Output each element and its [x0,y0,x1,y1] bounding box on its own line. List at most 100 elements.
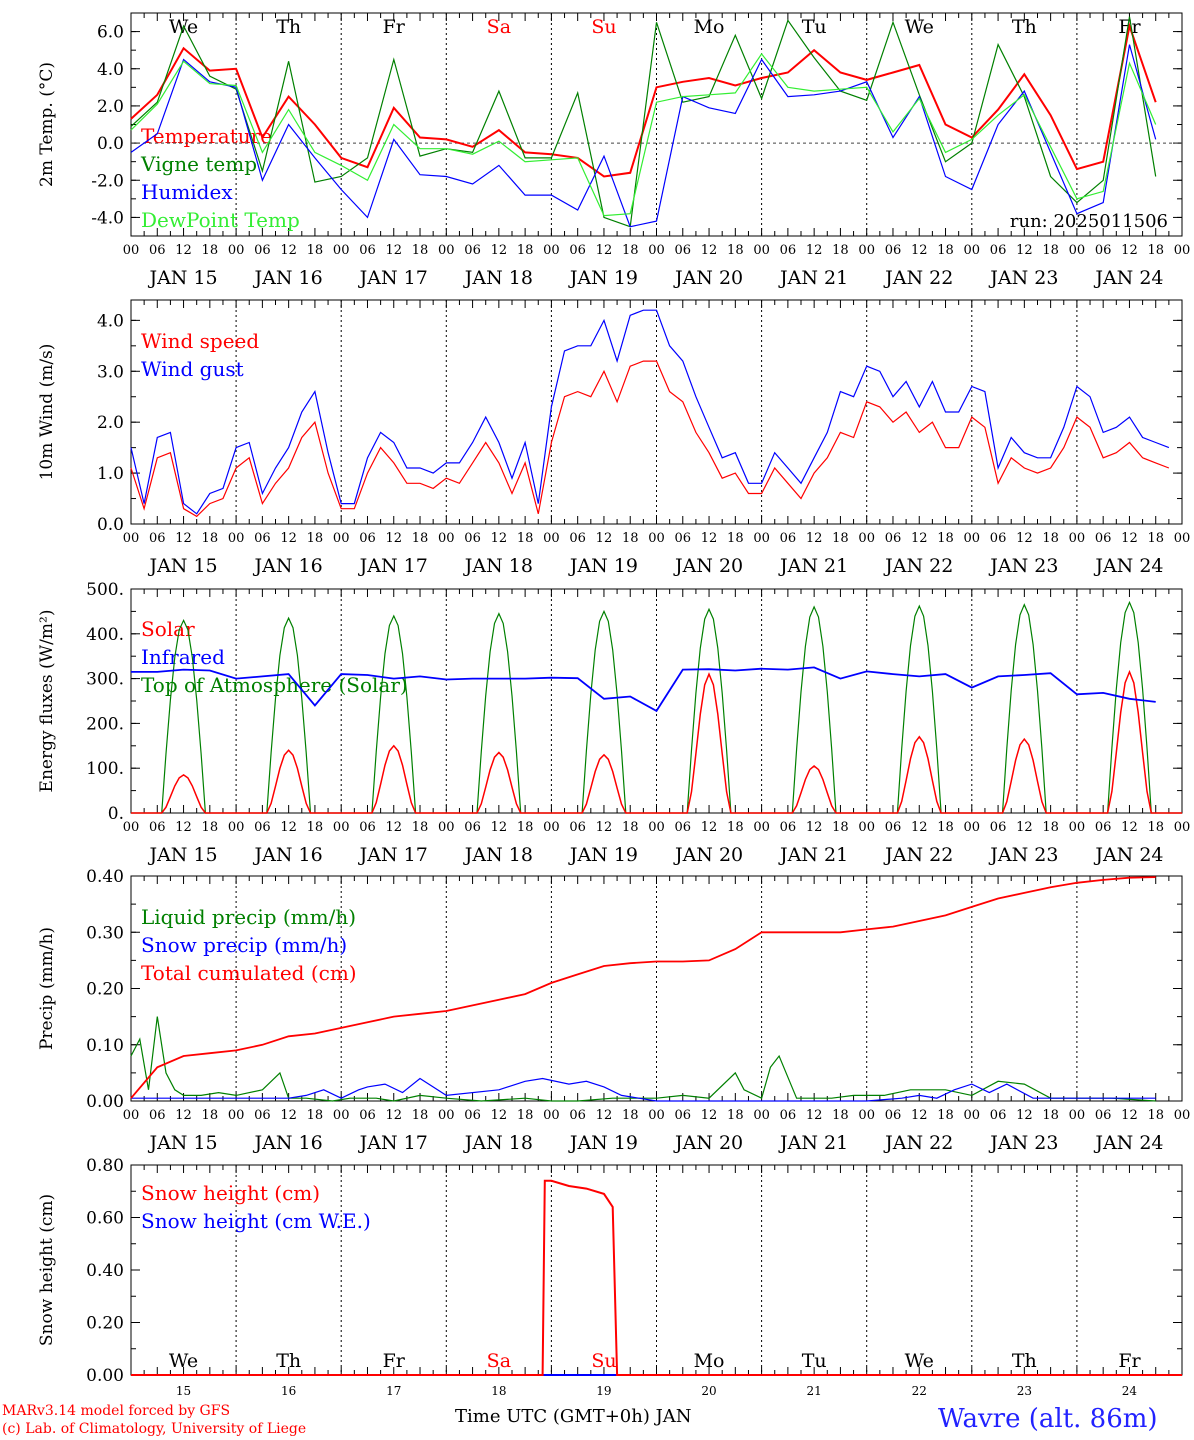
temp-series-3 [130,52,1157,217]
hour-tick-label: 18 [517,531,534,546]
hour-tick-label: 06 [464,1108,481,1123]
weekday-label-bottom: Th [276,1350,301,1372]
hour-tick-label: 00 [1174,531,1191,546]
date-label: JAN 16 [253,844,323,866]
hour-tick-label: 18 [202,243,219,258]
hour-tick-label: 00 [648,820,665,835]
legend-entry: Humidex [141,180,233,204]
hour-tick-label: 00 [964,531,981,546]
date-label: JAN 17 [358,844,428,866]
weekday-label-bottom: Su [591,1350,616,1372]
hour-tick-label: 18 [1042,820,1059,835]
hour-tick-label: 00 [543,531,560,546]
y-tick-label: 0.10 [86,1036,124,1056]
day-number-label: 15 [176,1384,191,1398]
hour-tick-label: 18 [307,820,324,835]
hour-tick-label: 00 [123,820,140,835]
hour-tick-label: 18 [202,820,219,835]
hour-tick-label: 18 [517,243,534,258]
y-tick-label: 0.80 [86,1156,124,1176]
hour-tick-label: 00 [1174,1108,1191,1123]
hour-tick-label: 00 [1069,1108,1086,1123]
hour-tick-label: 06 [885,1108,902,1123]
date-label: JAN 21 [778,844,848,866]
date-label: JAN 23 [988,555,1058,577]
date-label: JAN 18 [463,555,533,577]
hour-tick-label: 12 [175,820,192,835]
legend-entry: Solar [141,617,195,641]
hour-tick-label: 06 [464,820,481,835]
toa-solar-series [131,600,1182,814]
date-label: JAN 23 [988,1132,1058,1154]
hour-tick-label: 18 [832,243,849,258]
hour-tick-label: 00 [964,243,981,258]
date-label: JAN 19 [568,1132,638,1154]
legend-entry: Total cumulated (cm) [141,961,357,985]
hour-tick-label: 12 [596,531,613,546]
weekday-label-bottom: Sa [487,1350,511,1372]
hour-tick-label: 00 [858,531,875,546]
hour-tick-label: 06 [675,1108,692,1123]
hour-tick-label: 00 [333,531,350,546]
hour-tick-label: 12 [385,243,402,258]
hour-tick-label: 12 [491,820,508,835]
infrared-series [131,666,1156,713]
wind-series-1 [130,309,1170,515]
day-number-label: 17 [386,1384,401,1398]
hour-tick-label: 18 [622,243,639,258]
hour-tick-label: 00 [228,243,245,258]
hour-tick-label: 06 [464,531,481,546]
solar-series [131,669,1182,814]
hour-tick-label: 06 [254,531,271,546]
weekday-label: Tu [802,16,827,38]
day-number-label: 19 [596,1384,611,1398]
legend-entry: Infrared [141,645,225,669]
hour-tick-label: 12 [1016,1108,1033,1123]
hour-tick-label: 06 [990,531,1007,546]
legend-entry: Wind speed [141,329,259,353]
y-tick-label: 0.30 [86,923,124,943]
hour-tick-label: 12 [1121,1108,1138,1123]
date-label: JAN 21 [778,555,848,577]
date-label: JAN 15 [147,267,217,289]
y-tick-label: 400. [86,625,124,645]
hour-tick-label: 18 [412,1108,429,1123]
hour-tick-label: 00 [333,243,350,258]
hour-tick-label: 00 [438,243,455,258]
weekday-label: Su [591,16,616,38]
hour-tick-label: 06 [149,243,166,258]
hour-tick-label: 00 [858,243,875,258]
hour-tick-label: 06 [359,820,376,835]
hour-tick-label: 18 [1147,1108,1164,1123]
hour-tick-label: 12 [806,531,823,546]
date-label: JAN 20 [673,1132,743,1154]
panel-3: 500. 400. 300. 200. 100. 0. Energy fluxes (W/m… [37,580,1190,866]
hour-tick-label: 18 [1147,531,1164,546]
hour-tick-label: 18 [517,1108,534,1123]
hour-tick-label: 00 [1069,243,1086,258]
weekday-label-bottom: Tu [802,1350,827,1372]
date-label: JAN 23 [988,844,1058,866]
hour-tick-label: 12 [385,1108,402,1123]
hour-tick-label: 18 [307,1108,324,1123]
hour-tick-label: 18 [937,531,954,546]
hour-tick-label: 18 [307,531,324,546]
hour-tick-label: 12 [491,243,508,258]
hour-tick-label: 12 [385,531,402,546]
hour-tick-label: 18 [727,820,744,835]
hour-tick-label: 00 [753,531,770,546]
panel-2: 4.0 3.0 2.0 1.0 0.0 10m Wind (m/s) 00 06 12 18 JAN… [37,299,1191,577]
panel-5: 0.80 0.60 0.40 0.20 0.00 Snow height (cm) Snow… [37,1156,1183,1386]
hour-tick-label: 06 [149,531,166,546]
hour-tick-label: 00 [648,243,665,258]
day-number-label: 22 [912,1384,927,1398]
hour-tick-label: 00 [228,1108,245,1123]
y-tick-label: 4.0 [97,311,124,331]
hour-tick-label: 06 [1095,243,1112,258]
y-tick-label: 6.0 [97,23,124,43]
hour-tick-label: 18 [1042,243,1059,258]
y-axis-label: Energy fluxes (W/m²) [37,610,57,793]
hour-tick-label: 00 [123,243,140,258]
weekday-label-bottom: Mo [694,1350,725,1372]
weekday-label: Th [276,16,301,38]
